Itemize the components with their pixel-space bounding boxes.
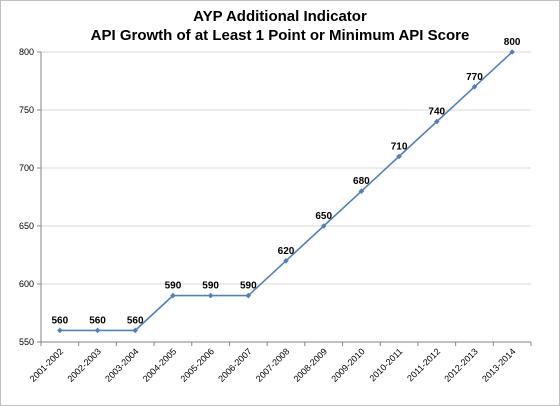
data-labels: 560 560 560 590 590 590 620 650 680 710 740 770 800 [52,37,521,326]
x-tick-label-2007-2008: 2007-2008 [254,346,292,384]
gridlines [41,51,531,285]
data-point-2009-2010 [358,188,365,194]
data-label-2001-2002: 560 [52,315,69,326]
chart-title: AYP Additional Indicator [193,8,367,25]
y-tick-label-550: 550 [19,337,34,347]
x-axis-tick-labels: 2001-2002 2002-2003 2003-2004 2004-2005 2005… [28,346,518,384]
x-tick-label-2009-2010: 2009-2010 [329,346,367,384]
data-point-2011-2012 [433,118,440,125]
axes [37,51,532,346]
data-point-2005-2006 [207,292,214,299]
data-point-2010-2011 [396,153,402,160]
chart-subtitle: API Growth of at Least 1 Point or Minimu… [90,27,470,44]
data-label-2011-2012: 740 [428,107,445,118]
x-tick-label-2010-2011: 2010-2011 [367,346,404,383]
y-tick-label-700: 700 [19,163,34,173]
data-label-2013-2014: 800 [504,37,521,48]
data-point-2007-2008 [283,258,289,264]
data-label-2008-2009: 650 [315,211,332,222]
data-point-2013-2014 [509,49,515,55]
series-line-0 [59,51,513,332]
x-tick-label-2002-2003: 2002-2003 [65,346,103,384]
data-point-2008-2009 [320,223,327,229]
y-tick-label-750: 750 [19,105,34,115]
x-tick-label-2003-2004: 2003-2004 [103,346,141,384]
data-point-2012-2013 [471,84,478,90]
y-axis-tick-labels: 550 600 650 700 750 800 [19,47,34,347]
y-tick-label-650: 650 [19,221,34,231]
data-label-2006-2007: 590 [240,281,257,292]
data-point-2001-2002 [57,327,63,334]
x-tick-label-2008-2009: 2008-2009 [292,346,330,384]
x-tick-label-2004-2005: 2004-2005 [141,346,179,384]
data-point-2003-2004 [132,327,139,334]
x-tick-label-2013-2014: 2013-2014 [480,346,518,384]
data-point-2002-2003 [94,327,101,334]
y-tick-label-800: 800 [19,47,34,57]
data-series [57,49,515,334]
data-label-2004-2005: 590 [165,281,182,292]
data-label-2003-2004: 560 [127,315,144,326]
data-label-2002-2003: 560 [89,315,106,326]
data-label-2009-2010: 680 [353,176,370,187]
data-label-2010-2011: 710 [391,141,408,152]
data-label-2012-2013: 770 [466,72,483,83]
x-tick-label-2006-2007: 2006-2007 [216,346,254,384]
x-tick-label-2012-2013: 2012-2013 [442,346,480,384]
data-label-2005-2006: 590 [202,281,219,292]
data-point-2006-2007 [245,292,252,299]
x-tick-label-2001-2002: 2001-2002 [28,346,66,384]
data-point-2004-2005 [170,292,176,299]
data-label-2007-2008: 620 [278,246,295,257]
x-tick-label-2005-2006: 2005-2006 [179,346,217,384]
x-tick-label-2011-2012: 2011-2012 [405,346,442,383]
y-tick-label-600: 600 [19,279,34,289]
